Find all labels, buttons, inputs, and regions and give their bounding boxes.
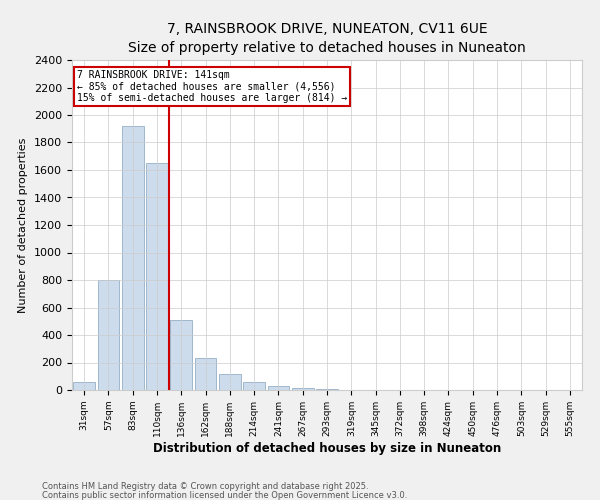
Bar (146, 163, 168, 390)
X-axis label: Distribution of detached houses by size in Nuneaton: Distribution of detached houses by size … (153, 442, 501, 454)
Bar (219, 374, 241, 390)
Bar (97, 280, 119, 390)
Y-axis label: Number of detached properties: Number of detached properties (19, 138, 28, 312)
Bar (268, 386, 289, 390)
Text: Contains public sector information licensed under the Open Government Licence v3: Contains public sector information licen… (42, 490, 407, 500)
Bar (243, 382, 265, 390)
Bar (73, 382, 95, 390)
Bar (170, 320, 192, 390)
Text: Contains HM Land Registry data © Crown copyright and database right 2025.: Contains HM Land Registry data © Crown c… (42, 482, 368, 491)
Bar (122, 126, 143, 390)
Bar (194, 358, 217, 390)
Title: 7, RAINSBROOK DRIVE, NUNEATON, CV11 6UE
Size of property relative to detached ho: 7, RAINSBROOK DRIVE, NUNEATON, CV11 6UE … (128, 22, 526, 54)
Bar (292, 388, 314, 390)
Text: 7 RAINSBROOK DRIVE: 141sqm
← 85% of detached houses are smaller (4,556)
15% of s: 7 RAINSBROOK DRIVE: 141sqm ← 85% of deta… (77, 70, 347, 103)
